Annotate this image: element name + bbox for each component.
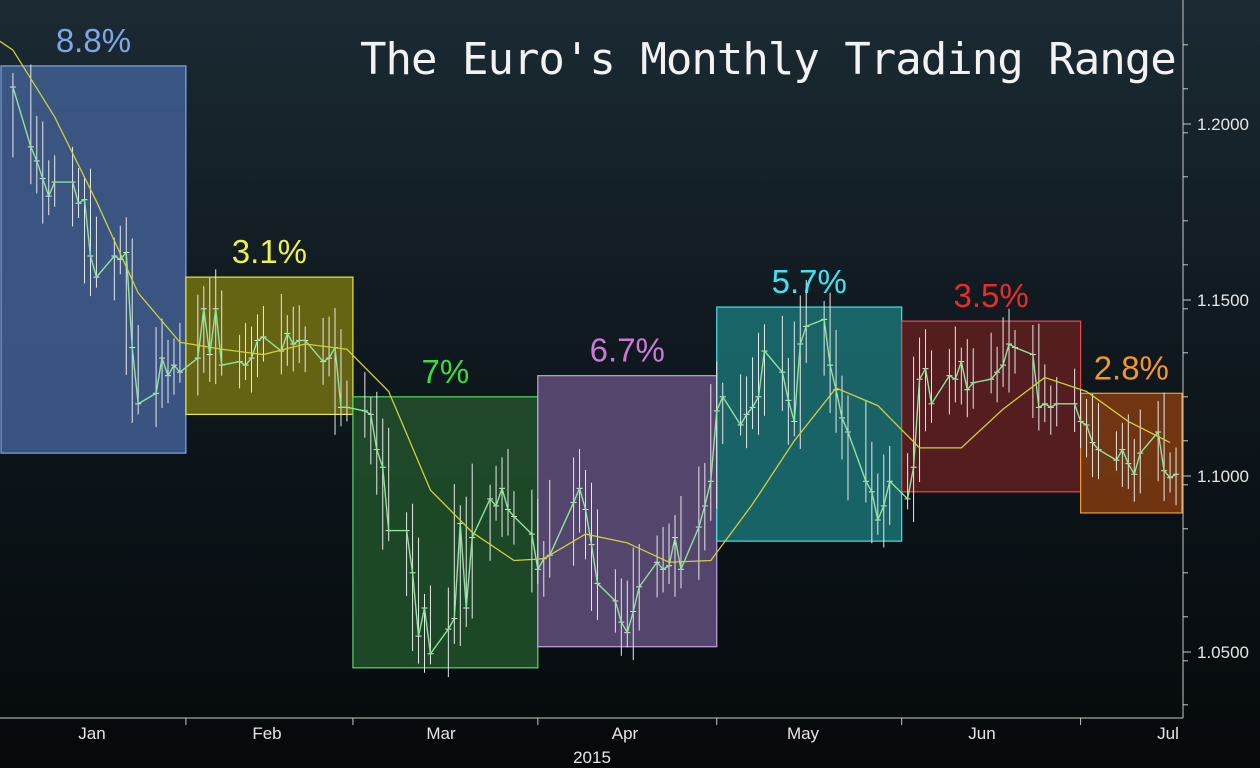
range-label-mar: 7% xyxy=(422,353,470,390)
range-label-feb: 3.1% xyxy=(232,233,307,270)
range-box-may xyxy=(716,306,903,542)
x-tick-label: Apr xyxy=(612,724,639,743)
chart-title: The Euro's Monthly Trading Range xyxy=(360,34,1177,85)
range-box-jul xyxy=(1080,392,1183,514)
range-label-jun: 3.5% xyxy=(954,277,1029,314)
y-tick-label: 1.2000 xyxy=(1197,115,1249,134)
range-box-feb xyxy=(185,276,354,415)
x-tick-label: Jan xyxy=(78,724,105,743)
range-box-mar xyxy=(352,396,539,669)
range-label-jul: 2.8% xyxy=(1094,349,1169,386)
moving-average-line xyxy=(0,40,1171,563)
range-label-apr: 6.7% xyxy=(590,332,665,369)
x-tick-label: Mar xyxy=(426,724,456,743)
x-axis-label: 2015 xyxy=(573,748,611,767)
range-box-jan xyxy=(0,65,187,454)
y-tick-label: 1.1000 xyxy=(1197,467,1249,486)
range-label-jan: 8.8% xyxy=(56,22,131,59)
y-tick-label: 1.0500 xyxy=(1197,643,1249,662)
range-label-may: 5.7% xyxy=(772,263,847,300)
price-line xyxy=(12,86,1177,656)
x-tick-label: May xyxy=(787,724,820,743)
y-tick-label: 1.1500 xyxy=(1197,291,1249,310)
x-tick-label: Jun xyxy=(968,724,995,743)
x-tick-label: Jul xyxy=(1157,724,1179,743)
x-tick-label: Feb xyxy=(252,724,281,743)
